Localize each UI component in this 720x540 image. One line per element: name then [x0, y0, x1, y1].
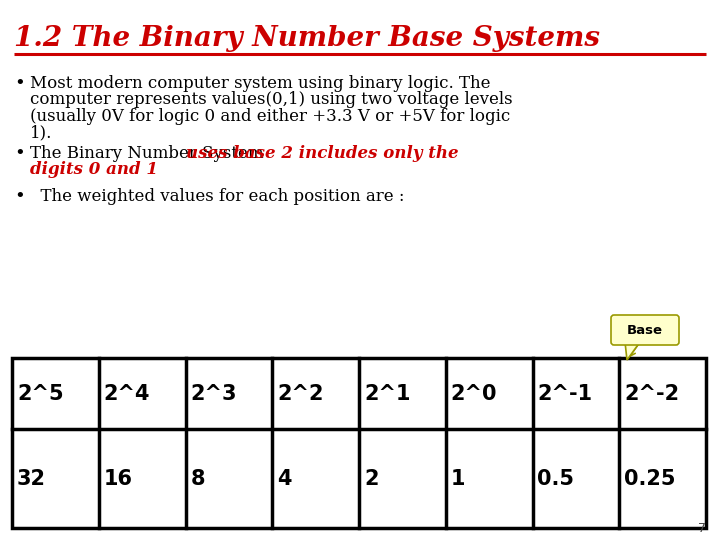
- FancyBboxPatch shape: [611, 315, 679, 345]
- Text: Most modern computer system using binary logic. The: Most modern computer system using binary…: [30, 75, 490, 92]
- Text: (usually 0V for logic 0 and either +3.3 V or +5V for logic: (usually 0V for logic 0 and either +3.3 …: [30, 108, 510, 125]
- Text: Base: Base: [627, 323, 663, 336]
- Text: 2^-1: 2^-1: [538, 384, 593, 404]
- Text: 32: 32: [17, 469, 46, 489]
- Text: 2^5: 2^5: [17, 384, 63, 404]
- Text: 2^3: 2^3: [191, 384, 237, 404]
- Text: 1.2 The Binary Number Base Systems: 1.2 The Binary Number Base Systems: [14, 25, 600, 52]
- Text: 8: 8: [191, 469, 205, 489]
- Text: The Binary Number System: The Binary Number System: [30, 145, 269, 162]
- Text: •: •: [14, 75, 24, 93]
- Polygon shape: [625, 342, 640, 360]
- Text: 1).: 1).: [30, 125, 53, 141]
- Text: 2^-2: 2^-2: [624, 384, 680, 404]
- Text: 2^2: 2^2: [277, 384, 324, 404]
- Text: 0.25: 0.25: [624, 469, 676, 489]
- Text: uses base 2 includes only the: uses base 2 includes only the: [186, 145, 459, 162]
- Text: digits 0 and 1: digits 0 and 1: [30, 161, 158, 179]
- Text: 4: 4: [277, 469, 292, 489]
- Bar: [12, 358, 706, 528]
- Text: •: •: [14, 145, 24, 163]
- Bar: [12, 358, 706, 528]
- Text: 2^0: 2^0: [451, 384, 498, 404]
- Text: •: •: [14, 188, 24, 206]
- Text: 2: 2: [364, 469, 379, 489]
- Text: The weighted values for each position are :: The weighted values for each position ar…: [30, 188, 405, 205]
- Text: 1: 1: [451, 469, 465, 489]
- Text: 0.5: 0.5: [538, 469, 575, 489]
- Text: 2^1: 2^1: [364, 384, 410, 404]
- Text: 16: 16: [104, 469, 132, 489]
- Text: computer represents values(0,1) using two voltage levels: computer represents values(0,1) using tw…: [30, 91, 513, 109]
- Text: 7: 7: [698, 522, 706, 535]
- Text: 2^4: 2^4: [104, 384, 150, 404]
